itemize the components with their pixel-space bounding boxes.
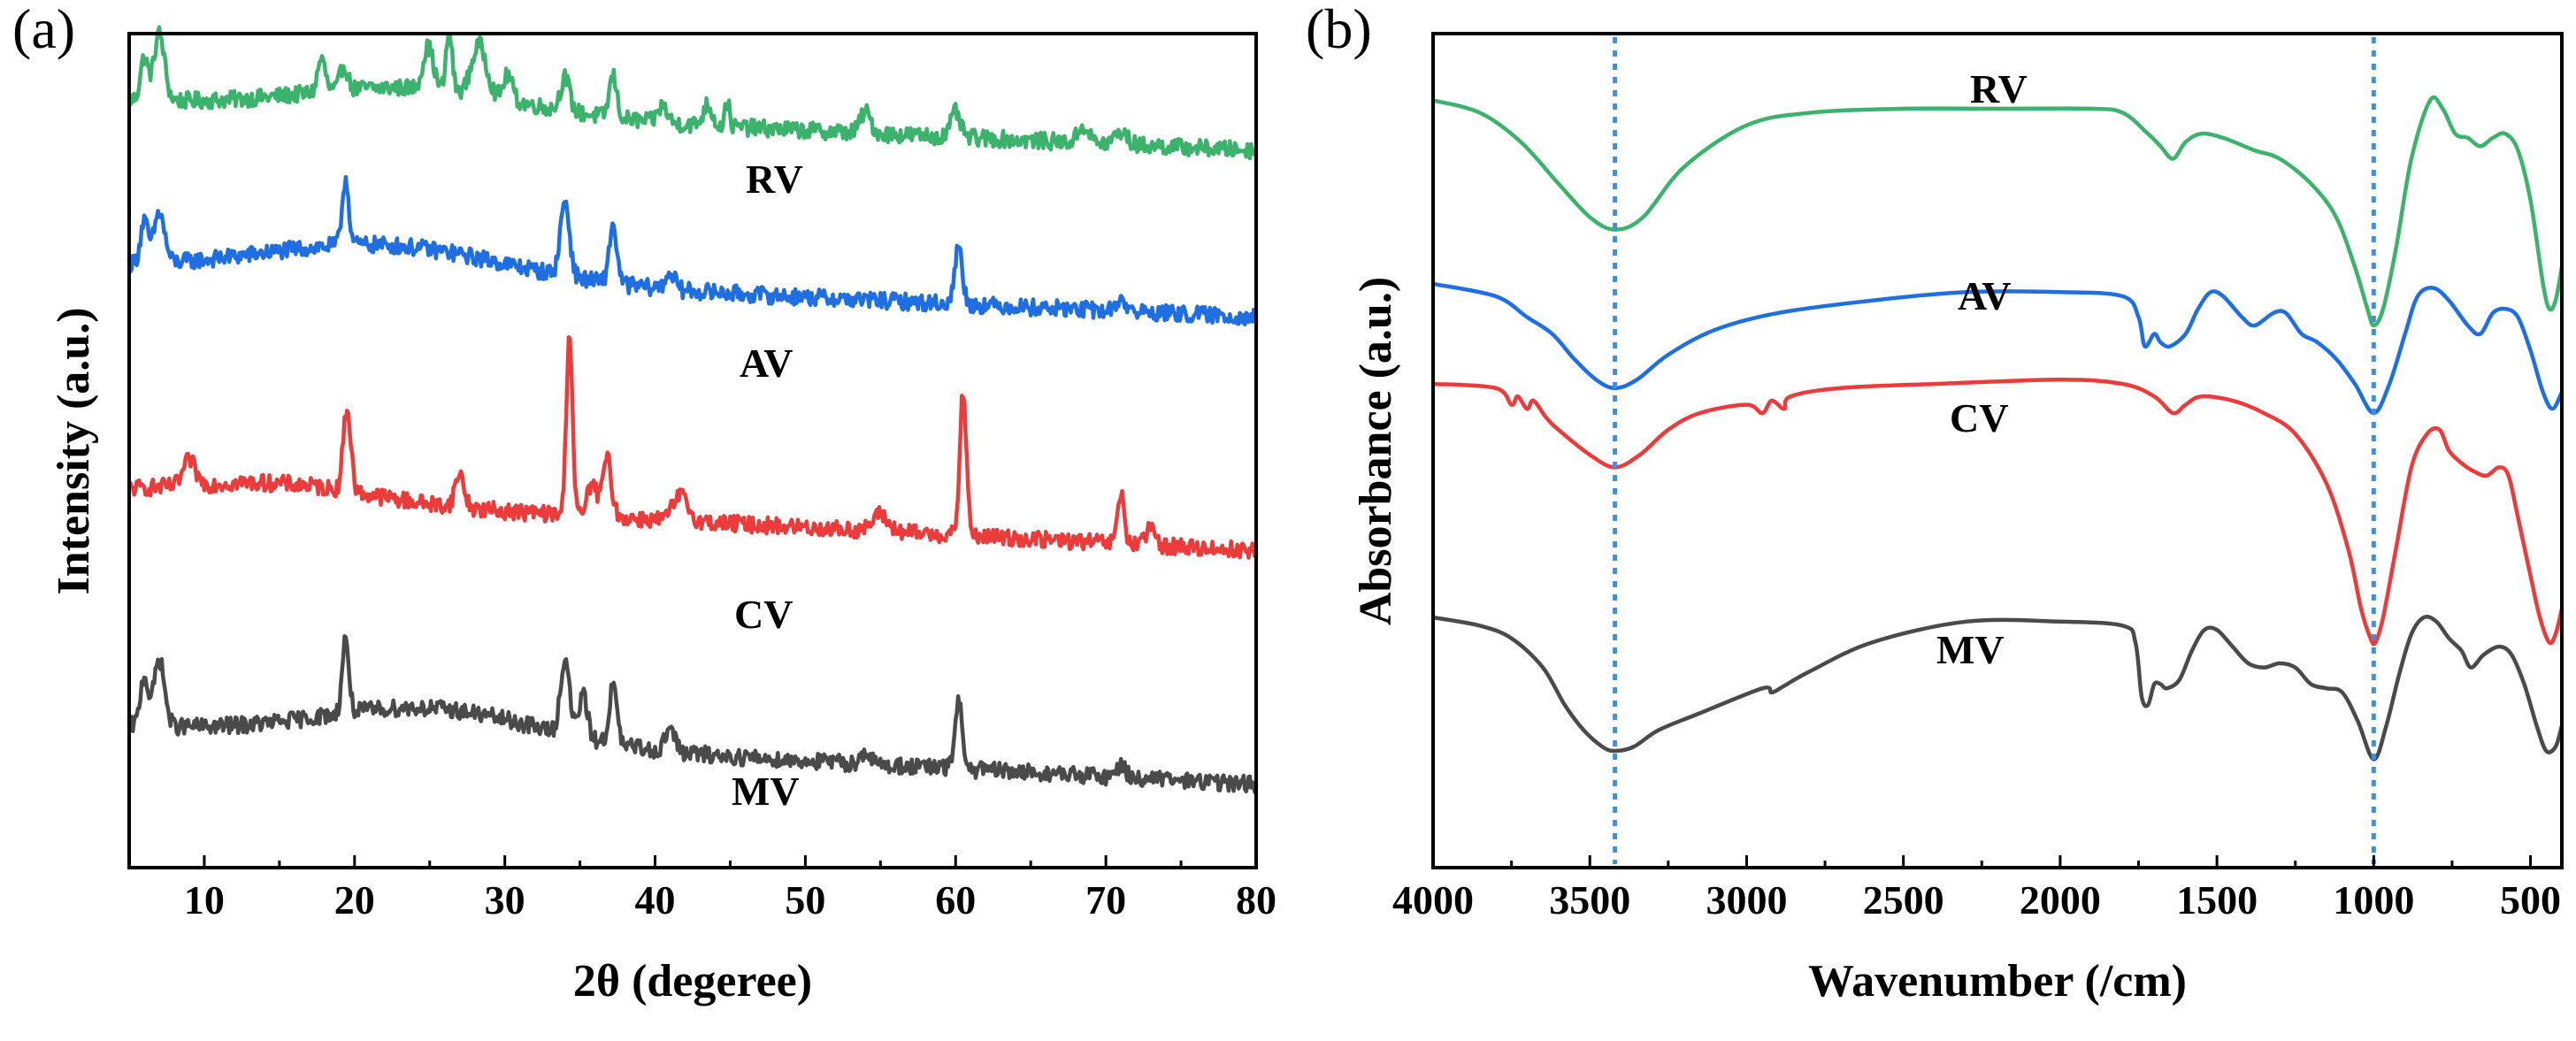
- xrd-series-cv: [126, 335, 1259, 560]
- panel-a-y-axis-title: Intensity (a.u.): [49, 307, 99, 594]
- ftir-series-cv: [1430, 378, 2564, 647]
- panel-a-x-tick-label: 80: [1236, 877, 1276, 922]
- panel-a-x-tick-label: 70: [1085, 877, 1126, 922]
- panel-b-x-tick-label: 1000: [2333, 877, 2414, 922]
- panel-a-x-ticks: 10 20 30 40 50 60 70 80: [184, 855, 1276, 922]
- panel-b-label: (b): [1306, 0, 1372, 60]
- panel-b-x-tick-label: 3500: [1549, 877, 1630, 922]
- panel-a-label: (a): [12, 0, 75, 60]
- panel-b-x-tick-label: 4000: [1392, 877, 1474, 922]
- series-label-cv-xrd: CV: [734, 592, 793, 637]
- panel-b-x-ticks: 4000 3500 3000 2500 2000 1500 1000 500: [1392, 855, 2561, 922]
- ftir-series-mv: [1430, 615, 2564, 762]
- panel-a-x-axis-title: 2θ (degeree): [573, 956, 812, 1007]
- panel-a-x-tick-label: 60: [935, 877, 976, 922]
- series-label-av-ftir: AV: [1958, 273, 2012, 318]
- panel-b-series-lines: [1430, 95, 2564, 762]
- panel-b-x-tick-label: 3000: [1706, 877, 1787, 922]
- series-label-mv-xrd: MV: [732, 769, 800, 814]
- xrd-series-rv: [126, 25, 1259, 161]
- series-label-cv-ftir: CV: [1950, 395, 2008, 440]
- panel-b-x-tick-label: 2000: [2020, 877, 2101, 922]
- series-label-mv-ftir: MV: [1936, 627, 2005, 672]
- panel-b-x-tick-label: 2500: [1863, 877, 1944, 922]
- panel-a-x-tick-label: 40: [635, 877, 676, 922]
- panel-b-x-tick-label: 500: [2500, 877, 2561, 922]
- panel-b-plot-frame: [1431, 32, 2564, 869]
- panel-a-series-lines: [126, 25, 1259, 795]
- series-label-rv-ftir: RV: [1970, 66, 2028, 111]
- panel-b-x-axis-title: Wavenumber (/cm): [1808, 956, 2187, 1007]
- series-label-av-xrd: AV: [740, 341, 794, 386]
- panel-a-plot-frame: [127, 32, 1258, 869]
- ftir-series-av: [1430, 281, 2564, 416]
- panel-a-x-tick-label: 20: [334, 877, 375, 922]
- panel-b-ftir-chart: (b) 4000 3500 3000 2500 2000 1500 1000 500 RV A…: [1306, 0, 2564, 1007]
- panel-a-xrd-chart: (a) 10 20 30 40 50 60 70 80 RV AV CV MV 2θ (deg…: [12, 0, 1276, 1007]
- panel-b-x-tick-label: 1500: [2176, 877, 2258, 922]
- panel-a-x-tick-label: 30: [485, 877, 525, 922]
- xrd-series-mv: [126, 634, 1259, 795]
- panel-b-reference-lines: [1613, 37, 2376, 864]
- xrd-series-av: [126, 174, 1259, 327]
- ftir-series-rv: [1430, 95, 2564, 328]
- panel-b-y-axis-title: Absorbance (a.u.): [1351, 277, 1401, 625]
- series-label-rv-xrd: RV: [746, 157, 803, 202]
- panel-a-x-tick-label: 50: [785, 877, 825, 922]
- panel-a-x-tick-label: 10: [184, 877, 225, 922]
